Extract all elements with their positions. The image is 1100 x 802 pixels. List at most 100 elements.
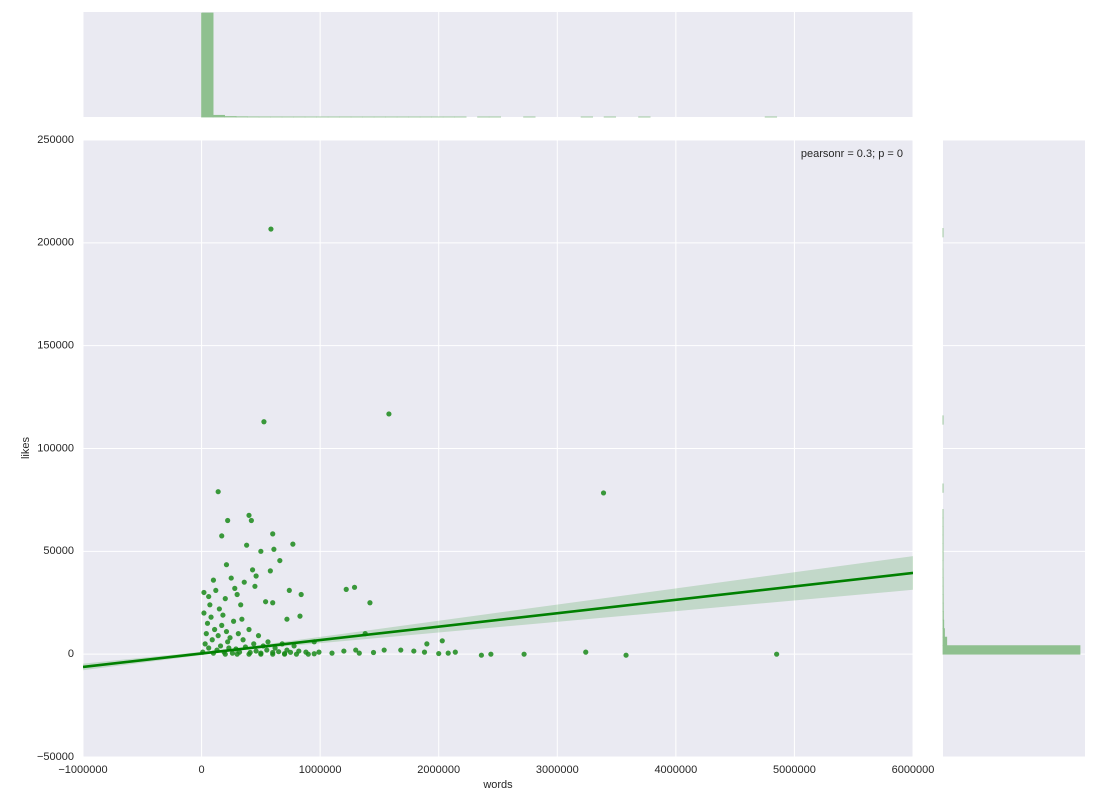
scatter-point	[277, 557, 283, 564]
scatter-point	[293, 651, 300, 657]
scatter-point	[452, 649, 458, 655]
scatter-point	[208, 614, 214, 620]
scatter-point	[204, 620, 211, 626]
scatter-point	[239, 616, 245, 622]
scatter-point	[270, 531, 276, 537]
x-tick-label: 2000000	[417, 764, 460, 776]
confidence-band	[83, 556, 913, 671]
scatter-point	[227, 635, 233, 641]
scatter-point	[258, 651, 264, 657]
scatter-point	[291, 643, 297, 649]
scatter-point	[261, 419, 267, 425]
scatter-point	[398, 647, 404, 653]
scatter-point	[210, 577, 217, 583]
x-tick-label: −1000000	[58, 764, 107, 776]
scatter-point	[583, 649, 589, 655]
scatter-point	[270, 600, 276, 606]
scatter-point	[241, 579, 247, 585]
scatter-point	[252, 583, 258, 589]
scatter-point	[220, 612, 226, 618]
scatter-point	[203, 631, 209, 637]
scatter-point	[244, 542, 250, 548]
y-tick-label: 250000	[37, 134, 74, 146]
scatter-point	[206, 593, 212, 600]
scatter-point	[267, 568, 273, 574]
scatter-point	[353, 647, 359, 653]
scatter-point	[521, 651, 527, 657]
scatter-point	[265, 639, 271, 645]
scatter-point	[381, 647, 387, 653]
scatter-point	[297, 613, 303, 619]
scatter-point	[281, 651, 288, 657]
scatter-point	[311, 651, 317, 657]
scatter-point	[213, 587, 219, 594]
scatter-point	[223, 562, 230, 568]
scatter-point	[329, 650, 335, 656]
y-tick-label: 200000	[37, 237, 74, 249]
scatter-point	[370, 649, 377, 656]
scatter-point	[206, 645, 212, 651]
scatter-point	[222, 651, 228, 657]
scatter-point	[272, 645, 278, 651]
scatter-point	[253, 648, 259, 654]
scatter-point	[316, 649, 322, 655]
scatter-point	[305, 651, 311, 657]
scatter-point	[212, 626, 218, 633]
plot-area	[83, 226, 913, 671]
scatter-point	[386, 411, 392, 417]
scatter-point	[202, 641, 208, 647]
scatter-point	[298, 591, 304, 598]
scatter-point	[246, 626, 252, 633]
scatter-point	[219, 622, 225, 628]
scatter-point	[234, 651, 240, 657]
scatter-point	[286, 587, 292, 594]
scatter-point	[207, 602, 213, 608]
scatter-point	[424, 641, 430, 647]
x-tick-label: 1000000	[299, 764, 342, 776]
scatter-point	[219, 533, 225, 539]
scatter-point	[215, 633, 221, 639]
scatter-point	[255, 633, 262, 639]
scatter-point	[445, 650, 451, 656]
scatter-point	[228, 575, 234, 581]
scatter-point	[230, 618, 237, 624]
scatter-point	[248, 517, 254, 524]
scatter-point	[215, 489, 221, 495]
top-marginal-background	[83, 12, 913, 117]
scatter-point	[271, 546, 277, 552]
scatter-point	[238, 602, 244, 608]
scatter-point	[223, 628, 230, 635]
scatter-point	[264, 647, 270, 653]
right-histogram-bar	[942, 636, 948, 647]
scatter-point	[222, 596, 228, 602]
scatter-point	[436, 650, 442, 657]
y-axis-label: likes	[20, 437, 32, 460]
scatter-point	[246, 651, 252, 657]
top-histogram-bar	[201, 12, 214, 118]
scatter-point	[216, 606, 222, 612]
scatter-point	[488, 651, 494, 657]
scatter-point	[246, 512, 252, 518]
scatter-point	[478, 652, 484, 658]
scatter-point	[209, 637, 215, 643]
top-histogram-bar	[212, 114, 225, 118]
scatter-point	[270, 651, 276, 657]
scatter-point	[421, 649, 428, 655]
scatter-point	[623, 652, 629, 658]
y-tick-label: 50000	[43, 545, 74, 557]
x-tick-label: 4000000	[654, 764, 697, 776]
scatter-point	[240, 637, 246, 643]
regression-line	[83, 571, 913, 669]
y-tick-label: 0	[68, 648, 74, 660]
scatter-point	[284, 616, 290, 622]
scatter-point	[600, 490, 607, 496]
scatter-point	[287, 649, 294, 655]
x-tick-label: 0	[199, 764, 205, 776]
scatter-point	[234, 591, 240, 598]
scatter-point	[253, 573, 259, 579]
x-tick-label: 3000000	[536, 764, 579, 776]
scatter-point	[356, 650, 362, 656]
annotation: pearsonr = 0.3; p = 0	[801, 148, 903, 160]
scatter-point	[343, 586, 349, 592]
